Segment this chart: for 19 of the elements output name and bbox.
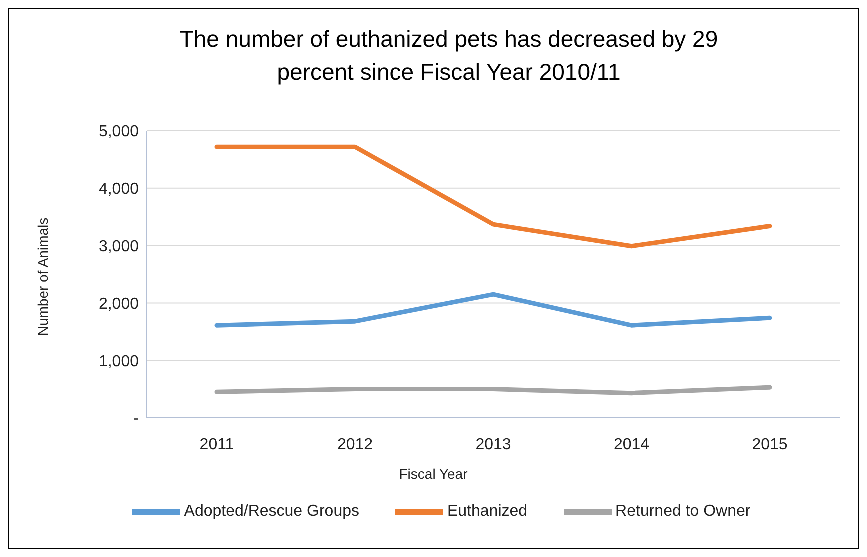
y-axis-title: Number of Animals: [35, 218, 51, 336]
legend-label: Euthanized: [447, 503, 528, 520]
x-tick-label: 2014: [614, 436, 650, 454]
y-tick-label: 2,000: [98, 296, 140, 313]
line-series: [214, 144, 772, 249]
y-tick-label: 5,000: [98, 124, 140, 141]
legend-label: Returned to Owner: [616, 503, 751, 520]
x-tick-label: 2013: [476, 436, 512, 454]
line-series: [214, 292, 772, 328]
y-tick-label: 4,000: [98, 181, 140, 198]
y-tick-label: 3,000: [98, 238, 140, 256]
x-tick-label: 2015: [752, 436, 788, 454]
y-tick-label: -: [134, 410, 139, 428]
x-tick-label: 2011: [200, 436, 234, 454]
chart-title: The number of euthanized pets has decreased by 29 percent since Fiscal Year 2010/11: [178, 25, 720, 87]
y-tick-label: 1,000: [98, 353, 140, 370]
legend-label: Adopted/Rescue Groups: [184, 503, 360, 520]
x-tick-label: 2012: [337, 436, 374, 454]
x-axis-title: Fiscal Year: [398, 466, 469, 482]
